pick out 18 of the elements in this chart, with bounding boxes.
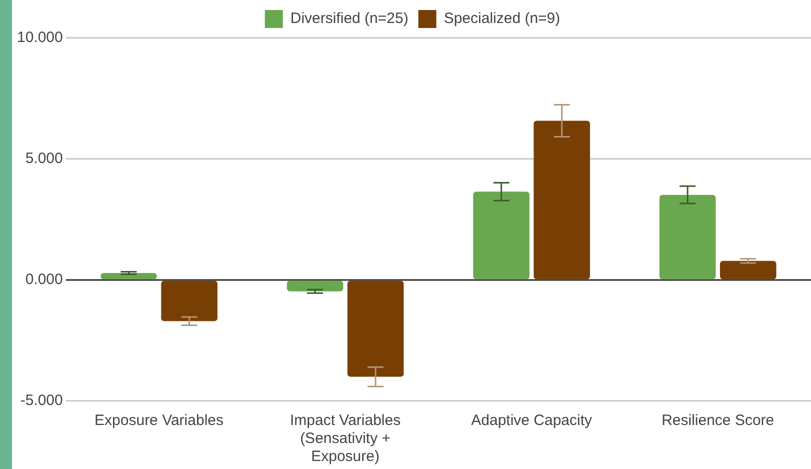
- bar: [659, 194, 716, 280]
- x-tick-label: Adaptive Capacity: [471, 412, 593, 430]
- bar: [100, 272, 157, 280]
- bar: [347, 280, 404, 377]
- y-tick-label: 0.000: [25, 271, 63, 288]
- x-tick-label: Exposure Variables: [94, 412, 224, 430]
- legend-label: Diversified (n=25): [290, 10, 408, 28]
- x-tick-label: Resilience Score: [662, 412, 774, 430]
- x-tick-label: Impact Variables (Sensativity + Exposure): [290, 412, 401, 466]
- bar: [720, 260, 776, 280]
- legend-label: Specialized (n=9): [444, 10, 560, 28]
- bar: [534, 120, 590, 280]
- bar: [473, 192, 530, 280]
- bar: [286, 280, 344, 292]
- bar: [161, 280, 218, 322]
- y-tick-label: 10.000: [16, 29, 63, 46]
- y-tick-label: -5.000: [20, 392, 63, 410]
- y-tick-label: 5.000: [25, 150, 63, 168]
